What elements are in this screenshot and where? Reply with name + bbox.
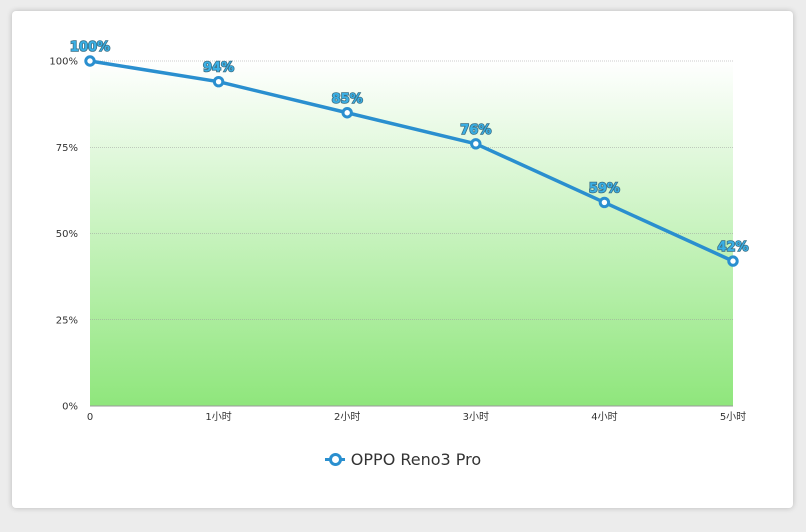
x-tick-label: 0 <box>87 412 93 423</box>
data-points <box>84 55 739 267</box>
series-line-layer <box>88 59 735 263</box>
data-point <box>727 255 739 267</box>
data-labels: 100% 94% 85% 76% 59% 42% <box>69 39 749 256</box>
y-tick-label: 50% <box>56 229 78 240</box>
x-tick-label: 3小时 <box>463 411 489 423</box>
battery-drain-chart: 0% 25% 50% 75% 100% 0 1小时 2小时 3小时 4小时 5小时 100% 94% 8… <box>49 39 749 424</box>
x-tick-label: 2小时 <box>334 411 360 423</box>
data-point <box>84 55 96 67</box>
data-label: 59% <box>589 181 620 196</box>
data-point <box>470 138 482 150</box>
data-point <box>341 107 353 119</box>
data-label: 100% <box>70 40 110 55</box>
data-point <box>598 196 611 209</box>
data-point <box>212 76 225 88</box>
legend-series-label: OPPO Reno3 Pro <box>350 449 482 469</box>
legend-line-marker-icon <box>324 452 345 466</box>
data-label: 85% <box>332 92 363 107</box>
data-label: 42% <box>717 240 748 255</box>
area-fill-layer <box>90 61 733 406</box>
x-tick-label: 1小时 <box>205 411 231 423</box>
series-line <box>88 59 735 263</box>
data-label: 76% <box>460 123 491 138</box>
chart-card: 0% 25% 50% 75% 100% 0 1小时 2小时 3小时 4小时 5小时 100% 94% 8… <box>12 11 793 508</box>
legend[interactable]: OPPO Reno3 Pro <box>0 449 806 469</box>
y-tick-label: 100% <box>49 57 78 68</box>
x-tick-label: 4小时 <box>591 411 617 423</box>
y-tick-label: 75% <box>56 143 78 154</box>
y-tick-label: 25% <box>56 315 78 326</box>
data-label: 94% <box>203 61 234 76</box>
area-fill <box>90 61 733 406</box>
axes: 0% 25% 50% 75% 100% 0 1小时 2小时 3小时 4小时 5小时 <box>49 57 746 424</box>
y-tick-label: 0% <box>62 402 78 413</box>
x-tick-label: 5小时 <box>720 411 746 423</box>
